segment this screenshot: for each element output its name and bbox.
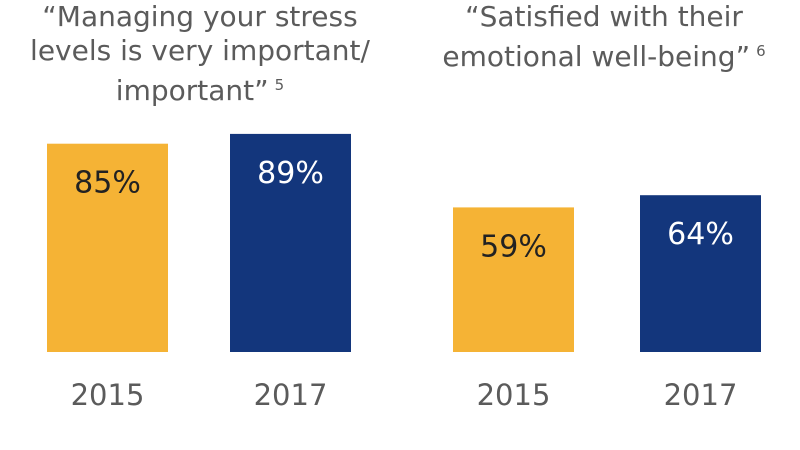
bar-2017 bbox=[230, 133, 351, 352]
chart-title-line-text: important” bbox=[115, 74, 269, 107]
chart-title-stress: “Managing your stress levels is very imp… bbox=[0, 0, 400, 108]
data-label-2017: 64% bbox=[667, 217, 734, 252]
data-label-2017: 89% bbox=[257, 156, 324, 191]
data-label-2015: 59% bbox=[480, 229, 547, 264]
chart-1: 85% 2015 89% 2017 bbox=[47, 133, 351, 412]
chart-2: 59% 2015 64% 2017 bbox=[453, 195, 761, 412]
footnote-marker: 5 bbox=[274, 76, 285, 94]
bar-2015 bbox=[453, 207, 574, 352]
chart-title-line: “Managing your stress bbox=[42, 0, 358, 33]
footnote-marker: 6 bbox=[756, 42, 766, 60]
chart-title-wellbeing: “Satisfied with their emotional well-bei… bbox=[408, 0, 800, 74]
bar-2017 bbox=[640, 195, 761, 352]
x-tick-label: 2015 bbox=[477, 378, 551, 412]
bar-2015 bbox=[47, 143, 168, 352]
x-tick-label: 2015 bbox=[71, 378, 145, 412]
x-tick-label: 2017 bbox=[664, 378, 738, 412]
chart-title-line-text: emotional well-being” bbox=[442, 40, 751, 73]
x-tick-label: 2017 bbox=[254, 378, 328, 412]
data-label-2015: 85% bbox=[74, 166, 141, 201]
chart-title-line: important” 5 bbox=[0, 68, 400, 108]
chart-title-line: emotional well-being” 6 bbox=[408, 34, 800, 74]
chart-title-line: levels is very important/ bbox=[30, 34, 370, 67]
chart-title-line: “Satisfied with their bbox=[465, 0, 743, 33]
